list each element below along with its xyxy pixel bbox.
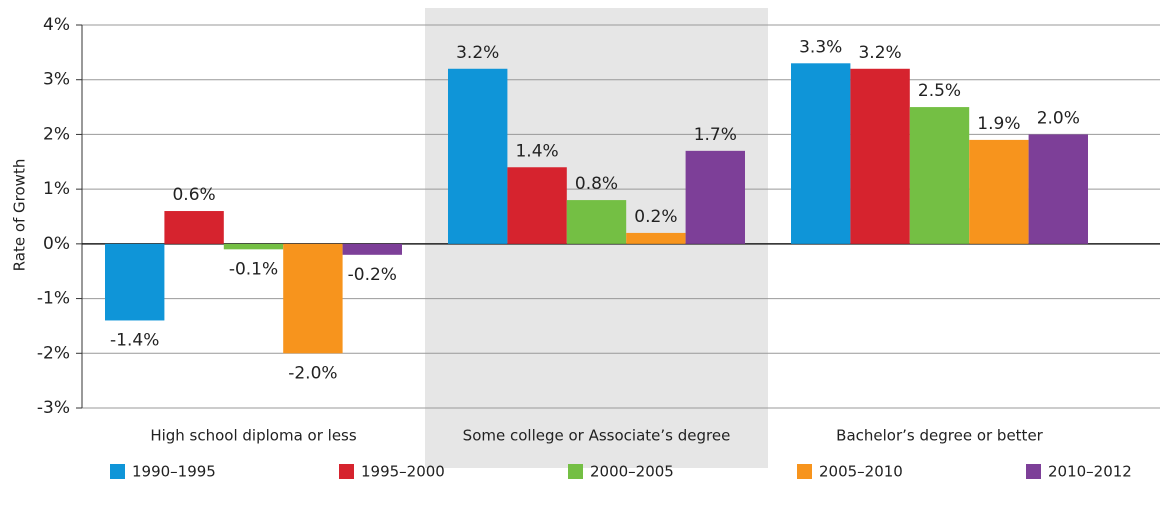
bar — [448, 68, 508, 244]
legend-swatch — [1026, 464, 1041, 479]
y-tick-label: -2% — [37, 343, 70, 363]
y-tick-label: 3% — [43, 70, 70, 90]
data-label: 3.2% — [456, 43, 499, 63]
legend-label: 2000–2005 — [590, 463, 674, 481]
data-label: 0.2% — [634, 207, 677, 227]
bar — [791, 63, 851, 244]
data-label: -0.1% — [229, 259, 278, 279]
data-label: 1.7% — [694, 125, 737, 145]
data-label: 3.3% — [799, 37, 842, 57]
bar — [685, 150, 745, 244]
data-label: 3.2% — [858, 43, 901, 63]
legend-label: 1995–2000 — [361, 463, 445, 481]
x-tick-label: Bachelor’s degree or better — [836, 427, 1044, 445]
y-tick-label: 1% — [43, 179, 70, 199]
bar — [342, 243, 402, 255]
data-label: 2.0% — [1037, 108, 1080, 128]
bar — [626, 232, 686, 244]
bar — [850, 68, 910, 244]
legend-swatch — [797, 464, 812, 479]
data-label: 1.9% — [977, 114, 1020, 134]
y-axis-label: Rate of Growth — [11, 159, 29, 272]
bar — [1028, 134, 1088, 244]
y-tick-label: 0% — [43, 234, 70, 254]
y-tick-label: 2% — [43, 124, 70, 144]
data-label: 0.6% — [172, 185, 215, 205]
data-label: -2.0% — [288, 363, 337, 383]
data-label: 2.5% — [918, 81, 961, 101]
legend-label: 2005–2010 — [819, 463, 903, 481]
bar — [507, 167, 567, 244]
bar — [105, 243, 165, 321]
x-tick-label: Some college or Associate’s degree — [463, 427, 731, 445]
bar — [969, 139, 1029, 244]
legend-swatch — [110, 464, 125, 479]
bar — [566, 200, 627, 244]
y-tick-label: 4% — [43, 15, 70, 35]
bar — [164, 211, 224, 244]
bar — [223, 243, 284, 250]
y-tick-label: -1% — [37, 289, 70, 309]
bar — [909, 107, 970, 244]
data-label: -1.4% — [110, 330, 159, 350]
legend-label: 1990–1995 — [132, 463, 216, 481]
bar — [283, 243, 343, 354]
data-label: 1.4% — [515, 141, 558, 161]
data-label: -0.2% — [348, 265, 397, 285]
x-tick-label: High school diploma or less — [150, 427, 357, 445]
legend-swatch — [339, 464, 354, 479]
y-tick-label: -3% — [37, 398, 70, 418]
data-label: 0.8% — [575, 174, 618, 194]
legend-swatch — [568, 464, 583, 479]
legend-label: 2010–2012 — [1048, 463, 1132, 481]
